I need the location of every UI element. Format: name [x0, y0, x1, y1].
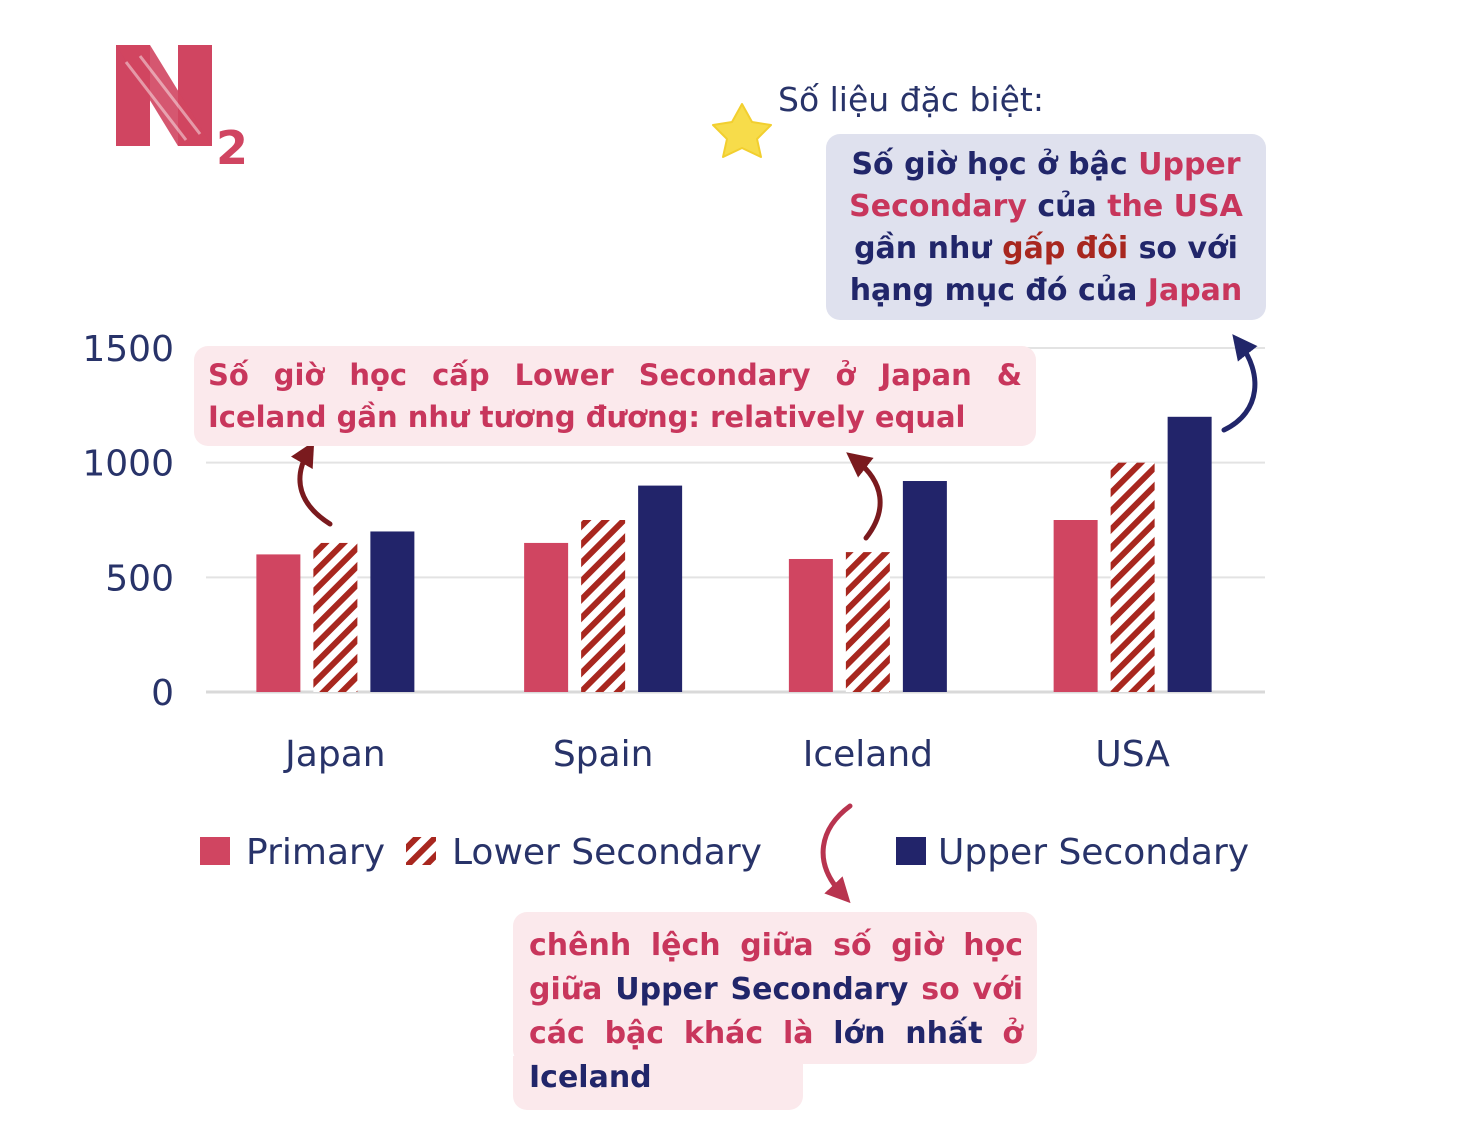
- brand-logo: 2: [116, 45, 248, 175]
- note-iceland-background: [513, 912, 1037, 1064]
- y-tick-label: 0: [151, 673, 174, 714]
- note-lower-secondary: Số giờ học cấp Lower Secondary ở Japan &…: [194, 346, 1036, 446]
- usa-segment: gần như: [854, 231, 1003, 266]
- bar-japan-primary: [256, 554, 301, 692]
- legend-label: Upper Secondary: [938, 832, 1249, 873]
- iceland-segment: ở: [982, 1016, 1023, 1051]
- bar-spain-lower-secondary: [581, 520, 626, 692]
- x-tick-label: Spain: [553, 734, 654, 775]
- arrow-iceland-lower: [846, 452, 883, 541]
- special-figures-label: Số liệu đặc biệt:: [778, 80, 1044, 119]
- legend-swatch: [200, 837, 230, 865]
- y-tick-label: 1500: [82, 329, 174, 370]
- legend-swatch: [896, 837, 926, 865]
- legend-label: Lower Secondary: [452, 832, 762, 873]
- bar-iceland-primary: [788, 558, 833, 692]
- x-tick-label: USA: [1095, 734, 1170, 775]
- note-usa-upper-secondary: Số giờ học ở bậc Upper Secondary của the…: [826, 134, 1266, 320]
- legend-swatch: [406, 837, 436, 865]
- star-icon: [712, 103, 772, 158]
- usa-segment: của: [1026, 189, 1108, 224]
- logo-subscript: 2: [216, 121, 248, 175]
- y-axis-ticks: 0 500 1000 1500: [82, 329, 174, 714]
- usa-segment: Japan: [1147, 273, 1243, 308]
- bar-usa-lower-secondary: [1110, 462, 1155, 692]
- arrow-japan: [290, 441, 333, 527]
- legend-label: Primary: [246, 832, 385, 873]
- x-tick-label: Iceland: [803, 734, 933, 775]
- iceland-segment: lớn nhất: [833, 1016, 983, 1051]
- arrow-usa: [1221, 334, 1258, 433]
- iceland-segment: Iceland: [529, 1060, 652, 1095]
- bar-usa-upper-secondary: [1167, 416, 1212, 692]
- annotation-arrows: [290, 334, 1258, 904]
- usa-segment: so với hạng mục đó của: [849, 231, 1238, 308]
- bar-spain-primary: [524, 542, 569, 692]
- x-axis-ticks: Japan Spain Iceland USA: [283, 734, 1170, 775]
- bar-iceland-lower-secondary: [845, 552, 890, 692]
- iceland-segment: chênh lệch giữa số giờ học giữa: [529, 928, 1023, 1007]
- bar-usa-primary: [1053, 520, 1098, 692]
- note-iceland-background-tail: [513, 1056, 803, 1110]
- arrow-iceland-bottom: [820, 803, 853, 904]
- usa-segment: the USA: [1107, 189, 1243, 224]
- legend: Primary Lower Secondary Upper Secondary: [200, 832, 1249, 873]
- usa-segment: Số giờ học ở bậc: [851, 147, 1139, 182]
- iceland-segment: Upper Secondary: [615, 972, 909, 1007]
- usa-segment: gấp đôi: [1002, 231, 1129, 266]
- bar-iceland-upper-secondary: [902, 481, 947, 692]
- bar-japan-lower-secondary: [313, 542, 358, 692]
- note-iceland-difference: chênh lệch giữa số giờ học giữa Upper Se…: [529, 924, 1023, 1100]
- usa-segment: Upper Secondary: [849, 147, 1241, 224]
- iceland-segment: so với các bậc khác là: [529, 972, 1023, 1051]
- y-tick-label: 500: [105, 558, 174, 599]
- bar-spain-upper-secondary: [638, 485, 683, 692]
- x-tick-label: Japan: [283, 734, 385, 775]
- y-tick-label: 1000: [82, 444, 174, 485]
- bars: [256, 416, 1212, 692]
- bar-japan-upper-secondary: [370, 531, 415, 692]
